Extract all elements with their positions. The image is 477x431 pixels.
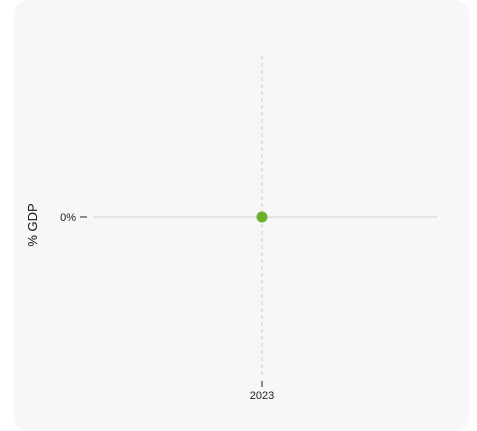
x-tick-label: 2023 <box>250 390 274 402</box>
y-axis-title: % GDP <box>25 203 40 246</box>
plot-area[interactable]: 0% 2023 <box>60 56 437 402</box>
data-point[interactable] <box>256 211 268 223</box>
y-tick-label: 0% <box>60 212 76 224</box>
chart-card <box>14 0 469 431</box>
